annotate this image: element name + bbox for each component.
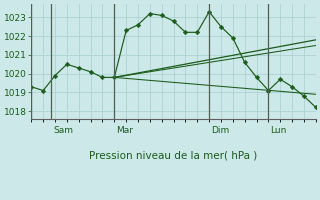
Text: Dim: Dim <box>211 126 229 135</box>
Text: Lun: Lun <box>270 126 287 135</box>
Text: Mar: Mar <box>116 126 133 135</box>
Text: Pression niveau de la mer( hPa ): Pression niveau de la mer( hPa ) <box>90 151 258 161</box>
Text: Sam: Sam <box>53 126 73 135</box>
